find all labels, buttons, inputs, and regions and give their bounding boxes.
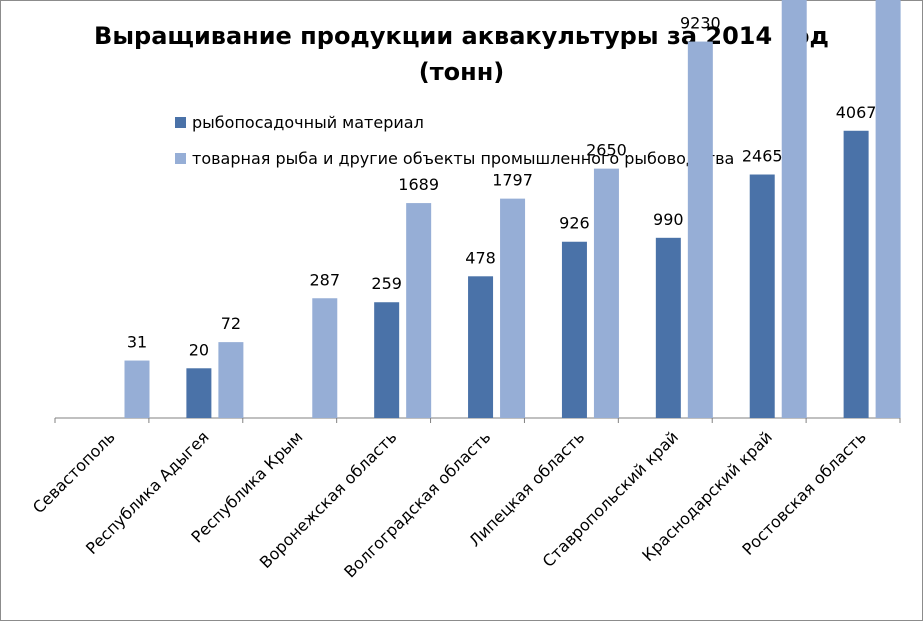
bar-series2 [781,0,807,418]
bar-series2 [687,41,713,419]
legend-label-commercial: товарная рыба и другие объекты промышлен… [192,149,735,168]
bar-series1 [374,302,400,418]
bar-series1 [655,237,681,418]
data-label-series1: 990 [653,210,684,229]
data-label-series1: 926 [559,214,590,233]
bar-series2 [124,360,150,418]
data-label-series2: 31 [127,333,147,352]
bar-series1 [561,241,587,418]
data-label-series2: 72 [221,314,241,333]
legend-item-seedstock: рыбопосадочный материал [175,113,424,132]
bar-series2 [500,198,526,418]
data-label-series1: 20 [189,340,209,359]
data-label-series1: 478 [465,248,496,267]
data-label-series1: 4067 [836,103,877,122]
legend-swatch-commercial [175,153,186,164]
bar-series2 [218,342,244,418]
bar-series2 [406,203,432,418]
data-label-series2: 9230 [680,14,721,33]
data-label-series1: 2465 [742,147,783,166]
bar-series2 [593,168,619,418]
bar-series1 [843,130,869,418]
bar-series1 [468,276,494,418]
data-label-series2: 2650 [586,141,627,160]
legend-swatch-seedstock [175,117,186,128]
bar-series2 [875,0,901,418]
legend-label-seedstock: рыбопосадочный материал [192,113,424,132]
data-label-series1: 259 [371,274,402,293]
x-tick-label: Севастополь [29,427,119,517]
bar-series1 [749,174,775,418]
data-label-series2: 1797 [492,171,533,190]
data-label-series2: 1689 [398,175,439,194]
legend-item-commercial: товарная рыба и другие объекты промышлен… [175,149,734,168]
bar-series2 [312,298,338,418]
chart-title-unit: (тонн) [418,58,505,86]
bar-series1 [186,368,212,418]
data-label-series2: 287 [310,270,341,289]
